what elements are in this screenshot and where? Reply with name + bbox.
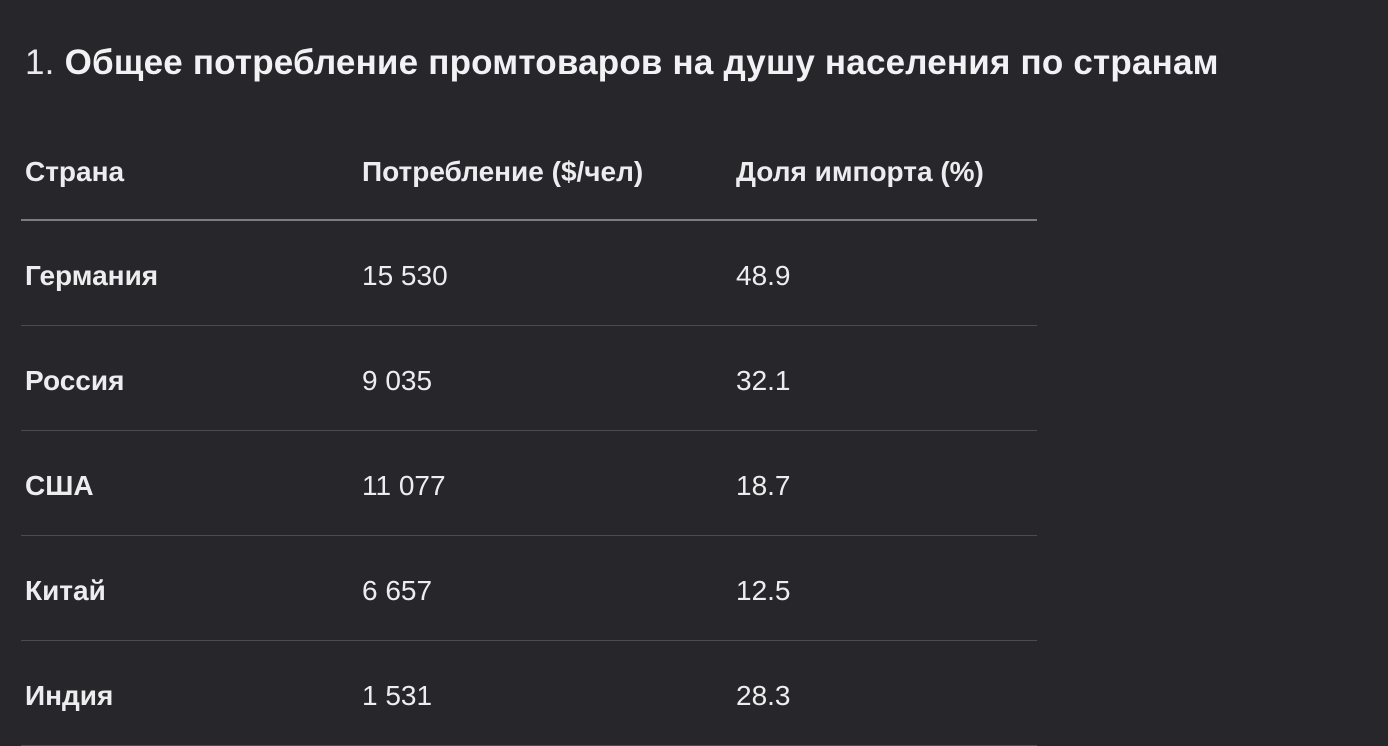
column-header-country: Страна xyxy=(21,157,358,221)
table-row: Россия 9 035 32.1 xyxy=(21,325,1037,431)
cell-consumption: 6 657 xyxy=(358,535,732,641)
cell-country: Россия xyxy=(21,325,358,431)
cell-import-share: 12.5 xyxy=(732,535,1037,641)
cell-country: Германия xyxy=(21,220,358,326)
cell-consumption: 9 035 xyxy=(358,325,732,431)
cell-country: Индия xyxy=(21,640,358,746)
cell-import-share: 32.1 xyxy=(732,325,1037,431)
cell-import-share: 18.7 xyxy=(732,430,1037,536)
column-header-consumption: Потребление ($/чел) xyxy=(358,157,732,221)
table-row: США 11 077 18.7 xyxy=(21,430,1037,536)
cell-country: США xyxy=(21,430,358,536)
cell-import-share: 28.3 xyxy=(732,640,1037,746)
cell-consumption: 1 531 xyxy=(358,640,732,746)
consumption-table: Страна Потребление ($/чел) Доля импорта … xyxy=(21,157,1037,746)
table-row: Индия 1 531 28.3 xyxy=(21,640,1037,746)
table-row: Германия 15 530 48.9 xyxy=(21,220,1037,326)
title-number: 1. xyxy=(25,43,55,82)
cell-consumption: 11 077 xyxy=(358,430,732,536)
table-row: Китай 6 657 12.5 xyxy=(21,535,1037,641)
cell-consumption: 15 530 xyxy=(358,220,732,326)
table-header-row: Страна Потребление ($/чел) Доля импорта … xyxy=(21,157,1037,221)
cell-import-share: 48.9 xyxy=(732,220,1037,326)
title-text: Общее потребление промтоваров на душу на… xyxy=(64,43,1219,82)
cell-country: Китай xyxy=(21,535,358,641)
page-title: 1. Общее потребление промтоваров на душу … xyxy=(25,42,1388,84)
column-header-import-share: Доля импорта (%) xyxy=(732,157,1037,221)
